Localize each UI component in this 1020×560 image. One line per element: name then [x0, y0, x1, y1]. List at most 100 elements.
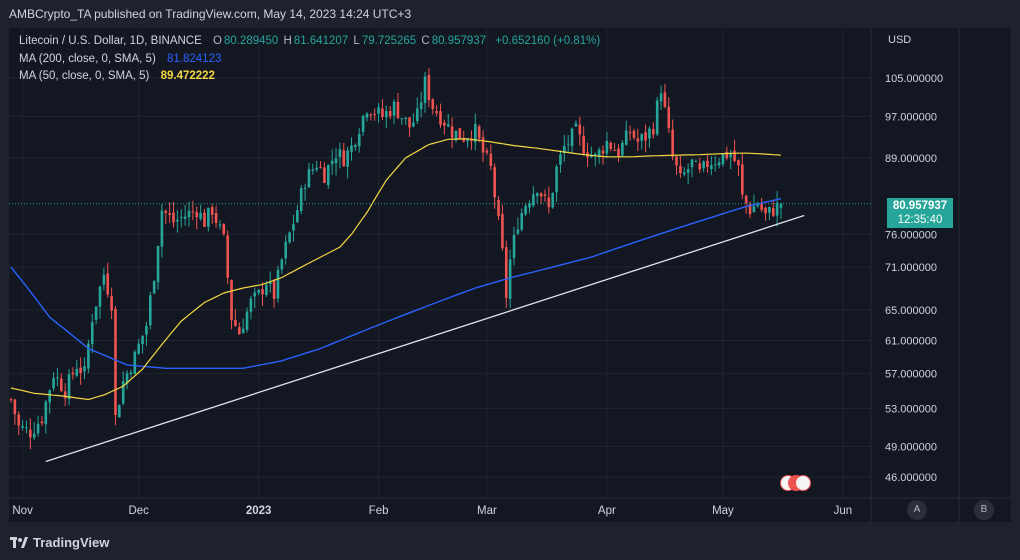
candle-body	[346, 150, 349, 167]
candle-body	[110, 296, 113, 311]
current-price: 80.957937	[892, 199, 948, 212]
candle-body	[752, 206, 756, 213]
candle-body	[311, 169, 315, 171]
x-tick-label: Mar	[477, 505, 497, 517]
events-flag-icon[interactable]	[780, 475, 811, 491]
support-trendline[interactable]	[45, 214, 805, 463]
candle-body	[191, 211, 195, 213]
candle-body	[415, 108, 419, 122]
candle-body	[245, 311, 249, 330]
candle-body	[87, 343, 90, 369]
candle-body	[690, 159, 694, 168]
candle-body	[276, 269, 280, 299]
ohlc-legend: Litecoin / U.S. Dollar, 1D, BINANCE O 80.…	[19, 35, 602, 47]
candle-body	[40, 421, 44, 424]
candle-body	[361, 115, 365, 132]
candle-body	[63, 391, 67, 399]
candle-body	[671, 129, 674, 157]
candle-body	[578, 124, 582, 135]
candle-body	[574, 123, 578, 127]
chart-area[interactable]: 105.000000 97.000000 89.000000 76.000000 71.…	[9, 28, 1011, 522]
candle-body	[655, 100, 659, 135]
candle-body	[230, 280, 233, 321]
x-tick-label: Apr	[598, 505, 616, 517]
candle-body	[617, 148, 620, 158]
candle-body	[779, 203, 783, 208]
candle-body	[9, 399, 13, 401]
candle-body	[118, 405, 121, 418]
candle-body	[454, 130, 458, 141]
candle-body	[710, 165, 713, 170]
ma50-legend[interactable]: MA (50, close, 0, SMA, 5) 89.472222	[19, 70, 217, 82]
candle-body	[218, 224, 222, 226]
log-scale-button[interactable]: B	[974, 500, 994, 520]
candle-body	[299, 188, 303, 212]
currency-label[interactable]: USD	[888, 34, 912, 46]
candle-body	[334, 158, 338, 164]
candle-body	[760, 204, 763, 210]
candle-body	[652, 129, 655, 135]
candle-body	[36, 423, 40, 434]
candle-body	[98, 286, 102, 307]
ma200-line[interactable]	[10, 198, 782, 369]
candle-body	[516, 229, 520, 234]
x-tick-label: Feb	[369, 505, 389, 517]
candle-body	[315, 167, 318, 170]
candle-body	[241, 328, 245, 334]
candle-body	[176, 219, 179, 222]
candle-body	[160, 210, 164, 247]
candle-body	[744, 195, 748, 204]
candle-body	[67, 374, 71, 400]
ma200-label: MA (200, close, 0, SMA, 5)	[19, 53, 156, 65]
open-value: 80.289450	[223, 35, 279, 47]
candle-body	[44, 401, 48, 425]
candle-body	[249, 298, 253, 312]
candle-body	[179, 216, 183, 218]
candle-body	[29, 429, 32, 438]
candle-body	[547, 197, 551, 208]
candle-body	[388, 111, 392, 117]
candle-body	[400, 118, 404, 120]
bar-countdown: 12:35:40	[897, 213, 943, 226]
candle-body	[659, 93, 663, 102]
candle-body	[94, 306, 98, 320]
tradingview-logo[interactable]: TradingView	[10, 535, 109, 550]
candle-body	[114, 308, 117, 416]
candle-body	[771, 208, 775, 216]
candle-body	[412, 122, 415, 127]
candle-body	[648, 128, 651, 139]
ma200-legend[interactable]: MA (200, close, 0, SMA, 5) 81.824123	[19, 53, 223, 65]
candle-body	[164, 210, 168, 214]
auto-scale-button[interactable]: A	[907, 500, 927, 520]
candle-body	[725, 151, 729, 159]
candle-body	[667, 106, 671, 129]
candle-body	[392, 101, 396, 116]
candle-body	[539, 193, 543, 197]
candle-body	[210, 207, 214, 215]
candle-body	[636, 138, 640, 142]
current-price-badge: 80.957937 12:35:40	[887, 197, 953, 228]
price-chart[interactable]: 105.000000 97.000000 89.000000 76.000000 71.…	[9, 28, 1011, 522]
candle-body	[609, 142, 613, 149]
candle-body	[508, 259, 512, 299]
candle-body	[566, 143, 570, 145]
candle-body	[369, 114, 373, 116]
high-value: 81.641207	[293, 35, 349, 47]
candle-body	[621, 142, 624, 156]
y-tick-label: 65.000000	[885, 305, 937, 317]
ma50-label: MA (50, close, 0, SMA, 5)	[19, 70, 150, 82]
candle-body	[148, 295, 152, 326]
candle-body	[280, 259, 284, 270]
candle-body	[458, 128, 462, 139]
candle-body	[125, 373, 129, 384]
y-tick-label: 97.000000	[885, 111, 937, 123]
ma50-value: 89.472222	[160, 70, 215, 82]
candle-body	[477, 126, 481, 139]
footer-bar: TradingView	[0, 528, 1020, 560]
candle-body	[419, 102, 423, 110]
candle-body	[373, 113, 377, 115]
candle-body	[253, 292, 257, 297]
y-tick-label: 105.000000	[885, 73, 943, 85]
ma50-line[interactable]	[10, 138, 782, 401]
x-tick-label: Dec	[128, 505, 149, 517]
